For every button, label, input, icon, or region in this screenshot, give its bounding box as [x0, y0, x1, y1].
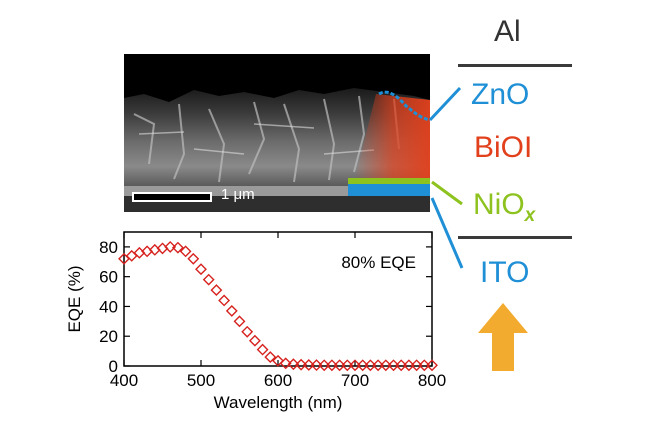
data-point — [418, 359, 431, 372]
x-tick-label: 500 — [187, 371, 215, 390]
data-point — [256, 343, 269, 356]
data-point — [402, 359, 415, 372]
data-point — [287, 358, 300, 371]
data-point — [333, 359, 346, 372]
data-point — [318, 359, 331, 372]
data-point — [295, 358, 308, 371]
data-point — [279, 357, 292, 370]
data-point — [364, 359, 377, 372]
x-tick-label: 600 — [264, 371, 292, 390]
niox-connector-line — [431, 180, 463, 206]
y-tick-label: 40 — [99, 297, 118, 316]
data-point — [264, 351, 277, 364]
ito-connector-line — [430, 197, 464, 269]
data-point — [379, 359, 392, 372]
data-point — [210, 284, 223, 297]
y-tick-label: 60 — [99, 268, 118, 287]
data-point — [218, 294, 231, 307]
data-point — [356, 359, 369, 372]
bioi-label: BiOI — [474, 131, 533, 164]
y-tick-label: 20 — [99, 327, 118, 346]
ito-divider-line — [458, 236, 572, 239]
data-point — [426, 359, 438, 372]
data-point — [372, 359, 385, 372]
x-tick-label: 700 — [341, 371, 369, 390]
y-tick-label: 0 — [109, 357, 118, 376]
data-point — [225, 304, 238, 317]
niox-subscript: x — [524, 205, 536, 226]
y-axis-label: EQE (%) — [65, 265, 84, 332]
y-tick-label: 80 — [99, 238, 118, 257]
data-point — [141, 245, 154, 258]
zno-connector-line — [428, 86, 462, 122]
sem-cross-section-image — [124, 54, 430, 212]
data-point — [349, 359, 361, 372]
data-point — [233, 315, 246, 328]
data-point — [341, 359, 354, 372]
eqe-chart-svg: 400 500 600 700 800 0 20 40 60 80 Wavelength (nm) E… — [65, 231, 446, 412]
niox-base-text: NiO — [473, 188, 525, 221]
zno-label: ZnO — [471, 78, 530, 111]
data-point — [248, 334, 261, 347]
data-point — [156, 242, 169, 255]
niox-label: NiOx — [473, 188, 536, 226]
data-point — [195, 263, 207, 276]
data-point — [164, 240, 177, 253]
data-point — [325, 359, 338, 372]
data-point — [302, 359, 315, 371]
x-axis-label: Wavelength (nm) — [214, 393, 343, 412]
eqe-chart: 400 500 600 700 800 0 20 40 60 80 Wavelength (nm) E… — [0, 220, 470, 424]
al-label: Al — [494, 15, 521, 48]
ito-label: ITO — [480, 256, 530, 289]
x-tick-label: 800 — [418, 371, 446, 390]
data-point — [171, 241, 184, 254]
data-point — [179, 245, 192, 258]
light-arrow-icon — [478, 303, 528, 371]
scale-bar-label: 1 μm — [221, 186, 255, 203]
data-point — [395, 359, 408, 372]
data-point — [310, 359, 323, 372]
data-point — [241, 325, 254, 338]
x-tick-label: 400 — [110, 371, 138, 390]
data-point — [387, 359, 400, 372]
data-point — [410, 359, 423, 372]
al-divider-line — [458, 64, 572, 67]
data-point — [187, 252, 200, 265]
data-point — [133, 246, 146, 259]
data-point — [202, 273, 215, 286]
data-point — [148, 243, 161, 256]
chart-annotation: 80% EQE — [341, 253, 416, 272]
